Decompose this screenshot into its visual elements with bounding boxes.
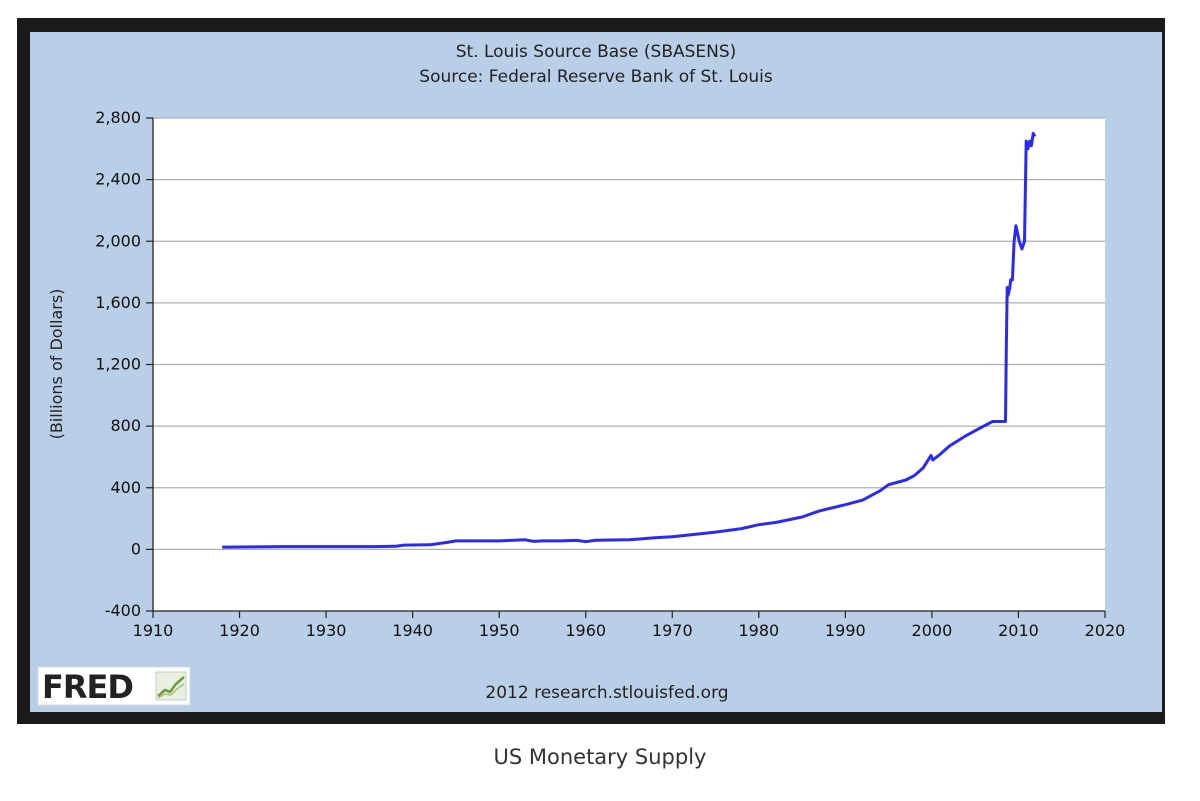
x-axis-ticks: 1910 1920 1930 1940 1950 1960 1970 1980 1990 2000… [133,611,1126,640]
chart-trend-icon [155,671,187,701]
chart: St. Louis Source Base (SBASENS) Source: … [37,42,1126,706]
y-tick-label: 400 [110,478,141,497]
y-axis-ticks: -400 0 400 800 1,200 1,600 2,000 2,400 2,800 [95,108,153,620]
y-axis-label: (Billions of Dollars) [47,289,66,440]
chart-panel: St. Louis Source Base (SBASENS) Source: … [30,32,1162,712]
grid-lines [153,117,1105,551]
x-tick-label: 1970 [652,621,693,640]
y-tick-label: 0 [131,539,141,558]
y-tick-label: 1,200 [95,355,141,374]
chart-subtitle: Source: Federal Reserve Bank of St. Loui… [419,67,773,87]
x-tick-label: 2000 [912,621,953,640]
fred-logo: FRED [37,666,191,706]
x-tick-label: 2020 [1085,621,1126,640]
y-tick-label: 2,000 [95,231,141,250]
y-tick-label: 2,800 [95,108,141,127]
x-tick-label: 1980 [738,621,779,640]
figure-caption: US Monetary Supply [493,745,707,769]
x-tick-label: 1940 [392,621,433,640]
x-tick-label: 1950 [479,621,520,640]
y-tick-label: 1,600 [95,293,141,312]
chart-title: St. Louis Source Base (SBASENS) [456,42,737,62]
y-tick-label: 2,400 [95,170,141,189]
source-credit: 2012 research.stlouisfed.org [485,683,728,703]
x-tick-label: 1910 [133,621,174,640]
x-tick-label: 1960 [565,621,606,640]
y-tick-label: 800 [110,416,141,435]
y-tick-label: -400 [105,601,141,620]
x-tick-label: 1920 [219,621,260,640]
series-line-sbasens [222,131,1037,549]
x-tick-label: 1990 [825,621,866,640]
fred-logo-text: FRED [42,668,133,706]
x-tick-label: 2010 [998,621,1039,640]
x-tick-label: 1930 [306,621,347,640]
